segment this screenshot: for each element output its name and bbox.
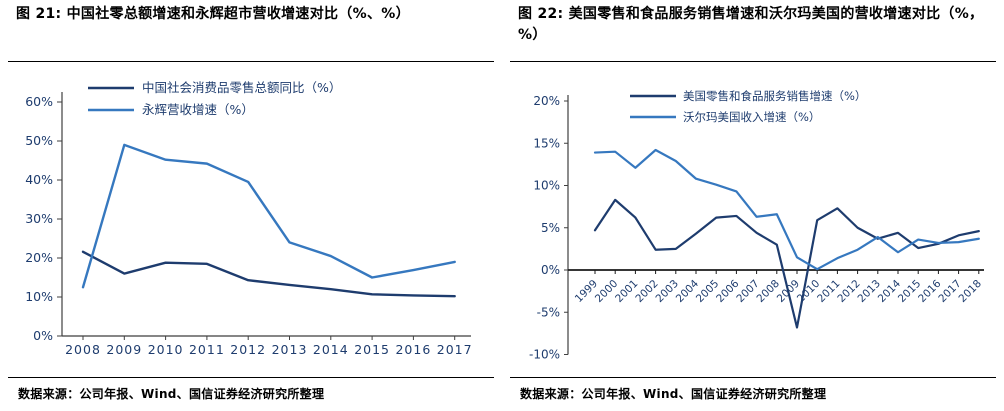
fig22-y-tick-label: -10%: [529, 348, 560, 362]
fig21-legend-label-0: 中国社会消费品零售总额同比（%）: [142, 80, 341, 95]
figure-22-title: 图 22: 美国零售和食品服务销售增速和沃尔玛美国的营收增速对比（%，%）: [510, 0, 996, 62]
fig21-x-tick-label: 2008: [65, 342, 101, 357]
fig21-y-tick-label: 60%: [25, 94, 53, 109]
fig22-y-tick-label: 0%: [541, 263, 560, 277]
fig21-y-tick-label: 40%: [25, 172, 53, 187]
fig22-x-tick-label: 2018: [957, 278, 984, 305]
fig22-series-0-line: [593, 198, 980, 329]
fig21-legend-label-1: 永辉营收增速（%）: [142, 102, 254, 117]
fig21-y-tick-label: 0%: [33, 328, 53, 343]
fig21-y-tick-label: 10%: [25, 289, 53, 304]
figure-21-chart-area: 0% 10% 20% 30% 40% 50% 60% 2008 2009 2010 2011 2012…: [8, 62, 494, 377]
fig21-x-tick-label: 2012: [230, 342, 266, 357]
fig22-legend-label-1: 沃尔玛美国收入增速（%）: [683, 110, 820, 124]
fig21-series-0-line: [81, 250, 456, 298]
figure-21-line-chart: 0% 10% 20% 30% 40% 50% 60% 2008 2009 2010 2011 2012…: [25, 80, 473, 357]
figure-22-line-chart: -10%-5%0%5%10%15%20%19992000200120022003…: [529, 89, 984, 362]
fig21-x-tick-label: 2017: [437, 342, 473, 357]
fig21-y-tick-label: 30%: [25, 211, 53, 226]
fig22-y-tick-label: -5%: [537, 305, 560, 319]
figure-21-source-note: 数据来源：公司年报、Wind、国信证券经济研究所整理: [8, 377, 494, 411]
fig21-x-tick-label: 2013: [272, 342, 308, 357]
fig22-legend-label-0: 美国零售和食品服务销售增速（%）: [683, 89, 866, 103]
fig21-x-tick-label: 2016: [395, 342, 431, 357]
fig22-series-1-line: [593, 148, 980, 271]
fig22-plot: -10%-5%0%5%10%15%20%19992000200120022003…: [529, 89, 984, 362]
fig21-x-tick-label: 2014: [313, 342, 349, 357]
figure-21-title: 图 21: 中国社零总额增速和永辉超市营收增速对比（%、%）: [8, 0, 494, 62]
figure-22-panel: 图 22: 美国零售和食品服务销售增速和沃尔玛美国的营收增速对比（%，%） -1…: [502, 0, 1004, 411]
fig22-y-tick-label: 10%: [533, 179, 560, 193]
fig22-y-tick-label: 5%: [541, 221, 560, 235]
fig21-x-tick-label: 2010: [148, 342, 184, 357]
fig22-y-tick-label: 20%: [533, 94, 560, 108]
figure-21-panel: 图 21: 中国社零总额增速和永辉超市营收增速对比（%、%） 0% 10% 20% 3…: [8, 0, 494, 411]
figure-22-source-note: 数据来源：公司年报、Wind、国信证券经济研究所整理: [510, 377, 996, 411]
fig22-y-tick-label: 15%: [533, 136, 560, 150]
fig21-series-1-line: [81, 143, 456, 289]
figure-22-chart-area: -10% -5% 0% 5% 10% 15% 20% 1999 2000 2001 2002 2003…: [510, 62, 996, 377]
fig21-x-tick-label: 2015: [354, 342, 390, 357]
fig21-y-tick-label: 50%: [25, 133, 53, 148]
fig21-y-tick-label: 20%: [25, 250, 53, 265]
fig21-x-tick-label: 2011: [189, 342, 225, 357]
fig21-x-tick-label: 2009: [106, 342, 142, 357]
fig21-plot: 0% 10% 20% 30% 40% 50% 60% 2008 2009 2010 2011 2012…: [25, 80, 473, 357]
